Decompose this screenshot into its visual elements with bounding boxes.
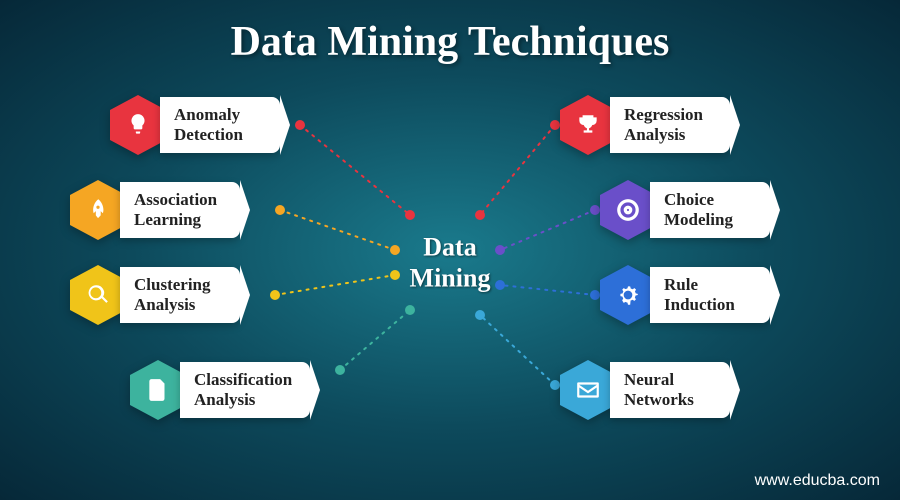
trophy-icon bbox=[575, 112, 601, 138]
connector-anomaly bbox=[295, 120, 415, 220]
connector-association bbox=[275, 205, 400, 255]
node-label-rule: RuleInduction bbox=[650, 267, 770, 322]
hexagon-anomaly bbox=[110, 95, 166, 155]
node-classification: ClassificationAnalysis bbox=[130, 360, 310, 420]
page-title: Data Mining Techniques bbox=[0, 0, 900, 66]
node-choice: ChoiceModeling bbox=[600, 180, 770, 240]
target-icon bbox=[615, 197, 641, 223]
connector-choice bbox=[495, 205, 600, 255]
node-association: AssociationLearning bbox=[70, 180, 240, 240]
connector-classification bbox=[335, 305, 415, 375]
node-regression: RegressionAnalysis bbox=[560, 95, 730, 155]
node-label-clustering: ClusteringAnalysis bbox=[120, 267, 240, 322]
connector-clustering bbox=[270, 270, 400, 300]
center-label: DataMining bbox=[410, 231, 491, 293]
connector-neural bbox=[475, 310, 560, 390]
node-label-classification: ClassificationAnalysis bbox=[180, 362, 310, 417]
node-label-association: AssociationLearning bbox=[120, 182, 240, 237]
hexagon-neural bbox=[560, 360, 616, 420]
doc-icon bbox=[145, 377, 171, 403]
connector-regression bbox=[475, 120, 560, 220]
lightbulb-icon bbox=[125, 112, 151, 138]
magnify-icon bbox=[85, 282, 111, 308]
hexagon-choice bbox=[600, 180, 656, 240]
node-label-regression: RegressionAnalysis bbox=[610, 97, 730, 152]
hexagon-classification bbox=[130, 360, 186, 420]
mail-icon bbox=[575, 377, 601, 403]
node-label-neural: NeuralNetworks bbox=[610, 362, 730, 417]
node-neural: NeuralNetworks bbox=[560, 360, 730, 420]
node-rule: RuleInduction bbox=[600, 265, 770, 325]
gear-icon bbox=[615, 282, 641, 308]
hexagon-rule bbox=[600, 265, 656, 325]
connector-rule bbox=[495, 280, 600, 300]
node-label-choice: ChoiceModeling bbox=[650, 182, 770, 237]
hexagon-association bbox=[70, 180, 126, 240]
footer-url: www.educba.com bbox=[755, 472, 880, 490]
hexagon-regression bbox=[560, 95, 616, 155]
node-clustering: ClusteringAnalysis bbox=[70, 265, 240, 325]
rocket-icon bbox=[85, 197, 111, 223]
hexagon-clustering bbox=[70, 265, 126, 325]
node-anomaly: AnomalyDetection bbox=[110, 95, 280, 155]
node-label-anomaly: AnomalyDetection bbox=[160, 97, 280, 152]
